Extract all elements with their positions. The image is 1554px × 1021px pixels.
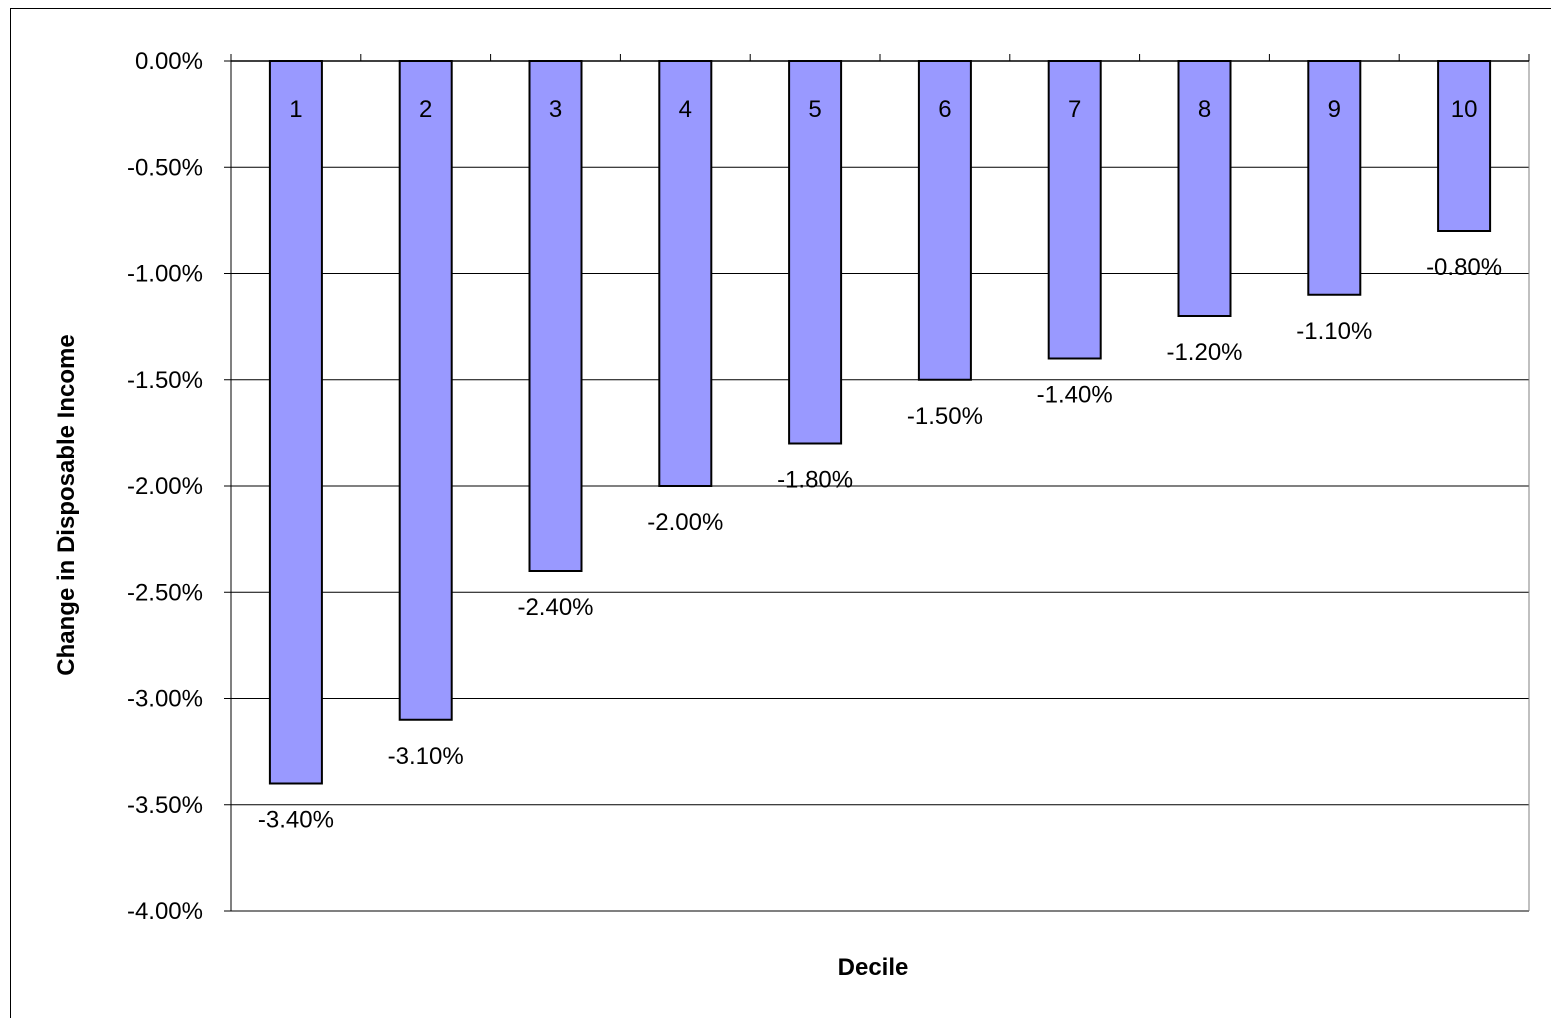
bar bbox=[1047, 60, 1102, 360]
category-label: 10 bbox=[1451, 96, 1478, 123]
data-label: -3.10% bbox=[388, 743, 464, 770]
bar bbox=[268, 60, 323, 785]
data-label: -2.00% bbox=[647, 509, 723, 536]
bars bbox=[268, 60, 1492, 785]
category-label: 1 bbox=[289, 96, 302, 123]
bar bbox=[528, 60, 583, 572]
bar bbox=[1437, 60, 1492, 232]
y-tick-label: -4.00% bbox=[127, 898, 203, 925]
bar bbox=[1307, 60, 1362, 296]
data-label: -1.50% bbox=[907, 403, 983, 430]
y-tick-label: -1.00% bbox=[127, 261, 203, 288]
axes bbox=[224, 54, 1530, 912]
category-label: 7 bbox=[1068, 96, 1081, 123]
category-label: 3 bbox=[549, 96, 562, 123]
category-label: 9 bbox=[1328, 96, 1341, 123]
data-label: -0.80% bbox=[1426, 254, 1502, 281]
data-label: -2.40% bbox=[517, 594, 593, 621]
y-tick-label: -1.50% bbox=[127, 367, 203, 394]
category-label: 6 bbox=[938, 96, 951, 123]
labels: 0.00% -0.50% -1.00% -1.50% -2.00% -2.50% -3.00… bbox=[127, 48, 1502, 925]
chart-frame bbox=[10, 8, 1551, 1018]
data-label: -1.40% bbox=[1037, 382, 1113, 409]
bar bbox=[1177, 60, 1232, 317]
data-label: -1.80% bbox=[777, 467, 853, 494]
data-label: -3.40% bbox=[258, 807, 334, 834]
category-label: 4 bbox=[679, 96, 692, 123]
category-label: 8 bbox=[1198, 96, 1211, 123]
category-label: 5 bbox=[808, 96, 821, 123]
y-axis-title: Change in Disposable Income bbox=[53, 334, 80, 675]
x-axis-title: Decile bbox=[838, 954, 909, 981]
y-tick-label: -3.50% bbox=[127, 792, 203, 819]
y-tick-label: -2.50% bbox=[127, 579, 203, 606]
y-tick-label: -0.50% bbox=[127, 154, 203, 181]
y-tick-label: -2.00% bbox=[127, 473, 203, 500]
bar bbox=[398, 60, 453, 721]
category-label: 2 bbox=[419, 96, 432, 123]
y-tick-label: -3.00% bbox=[127, 686, 203, 713]
data-label: -1.10% bbox=[1296, 318, 1372, 345]
bar bbox=[658, 60, 713, 487]
bar bbox=[917, 60, 972, 381]
data-label: -1.20% bbox=[1166, 339, 1242, 366]
y-tick-label: 0.00% bbox=[135, 48, 203, 75]
